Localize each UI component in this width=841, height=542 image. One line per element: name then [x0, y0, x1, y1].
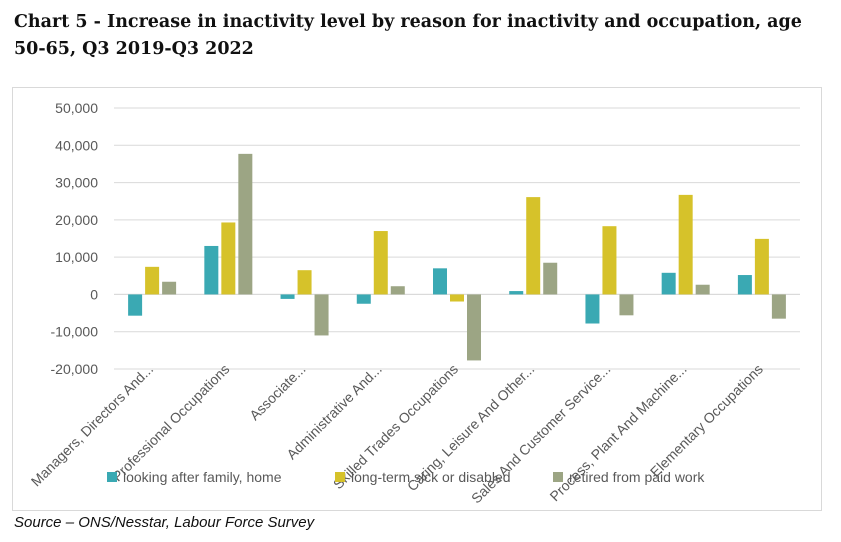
- legend-swatch-2: [335, 472, 345, 482]
- bar-1-2: [204, 245, 219, 295]
- chart-area: -20,000 -10,000 0 10,000 20,000 30,000 40,000 5…: [12, 87, 822, 511]
- source-note: Source – ONS/Nesstar, Labour Force Surve…: [14, 514, 315, 531]
- y-tick-label: 50,000: [55, 100, 98, 116]
- y-axis-tick-labels: -20,000 -10,000 0 10,000 20,000 30,000 40,000 5…: [51, 100, 99, 377]
- bar-3-3: [314, 294, 329, 336]
- legend-label-3: retired from paid work: [569, 469, 705, 485]
- y-tick-label: 10,000: [55, 249, 98, 265]
- bar-2-6: [526, 197, 541, 295]
- bar-2-7: [602, 226, 617, 295]
- bar-1-4: [356, 294, 371, 304]
- bar-2-3: [297, 270, 312, 295]
- legend-swatch-3: [553, 472, 563, 482]
- bar-2-8: [678, 194, 693, 295]
- bar-1-6: [509, 291, 524, 295]
- bar-2-5: [450, 294, 464, 302]
- bar-chart: -20,000 -10,000 0 10,000 20,000 30,000 40,000 5…: [28, 100, 800, 506]
- bar-3-5: [467, 294, 481, 361]
- bar-3-4: [390, 286, 405, 295]
- bar-1-5: [433, 268, 447, 295]
- y-tick-label: 0: [90, 286, 98, 302]
- gridlines: [114, 107, 800, 370]
- y-tick-label: 40,000: [55, 137, 98, 153]
- category-label: Associate...: [246, 361, 308, 423]
- y-tick-label: -20,000: [51, 361, 99, 377]
- bar-2-9: [754, 238, 769, 295]
- bar-1-7: [585, 294, 600, 324]
- y-tick-label: 20,000: [55, 212, 98, 228]
- legend-label-2: long-term sick or disabled: [351, 469, 511, 485]
- bar-1-9: [737, 275, 752, 295]
- chart-title: Chart 5 - Increase in inactivity level b…: [14, 12, 802, 59]
- bar-3-7: [619, 294, 634, 316]
- y-tick-label: -10,000: [51, 324, 99, 340]
- legend-swatch-1: [107, 472, 117, 482]
- legend: looking after family, home long-term sick…: [107, 469, 705, 485]
- bar-3-2: [238, 153, 253, 295]
- bar-2-2: [221, 222, 236, 295]
- legend-label-1: looking after family, home: [123, 469, 282, 485]
- bar-2-1: [145, 266, 160, 295]
- bar-3-9: [771, 294, 786, 319]
- bar-3-6: [543, 262, 558, 295]
- bar-2-4: [373, 231, 388, 295]
- bar-1-3: [280, 294, 295, 299]
- bar-1-8: [661, 272, 676, 295]
- bars: [128, 153, 786, 361]
- bar-3-1: [162, 281, 177, 295]
- bar-3-8: [695, 284, 710, 295]
- bar-1-1: [128, 294, 143, 316]
- y-tick-label: 30,000: [55, 175, 98, 191]
